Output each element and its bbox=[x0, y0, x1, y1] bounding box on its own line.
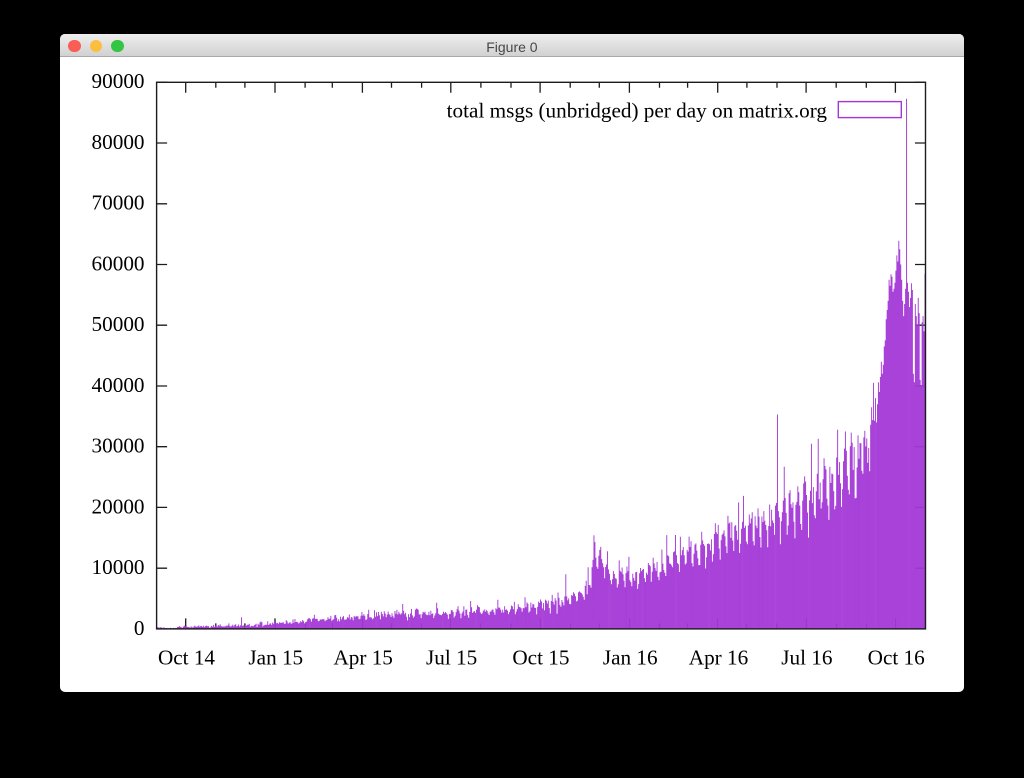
svg-text:50000: 50000 bbox=[92, 312, 145, 336]
svg-text:90000: 90000 bbox=[92, 69, 145, 93]
svg-text:60000: 60000 bbox=[92, 251, 145, 275]
svg-text:Oct 15: Oct 15 bbox=[512, 645, 569, 669]
svg-text:30000: 30000 bbox=[92, 434, 145, 458]
svg-text:total msgs (unbridged) per day: total msgs (unbridged) per day on matrix… bbox=[447, 98, 828, 122]
svg-text:Jan 16: Jan 16 bbox=[603, 645, 658, 669]
svg-text:Jan 15: Jan 15 bbox=[248, 645, 303, 669]
svg-text:Oct 14: Oct 14 bbox=[158, 645, 215, 669]
svg-text:20000: 20000 bbox=[92, 494, 145, 518]
svg-text:Jul 15: Jul 15 bbox=[426, 645, 477, 669]
svg-text:Jul 16: Jul 16 bbox=[781, 645, 832, 669]
svg-text:70000: 70000 bbox=[92, 191, 145, 215]
svg-text:80000: 80000 bbox=[92, 130, 145, 154]
svg-text:10000: 10000 bbox=[92, 555, 145, 579]
svg-text:0: 0 bbox=[134, 616, 145, 640]
svg-text:Apr 15: Apr 15 bbox=[333, 645, 392, 669]
svg-text:40000: 40000 bbox=[92, 373, 145, 397]
svg-text:Oct 16: Oct 16 bbox=[868, 645, 925, 669]
svg-text:Apr 16: Apr 16 bbox=[689, 645, 748, 669]
